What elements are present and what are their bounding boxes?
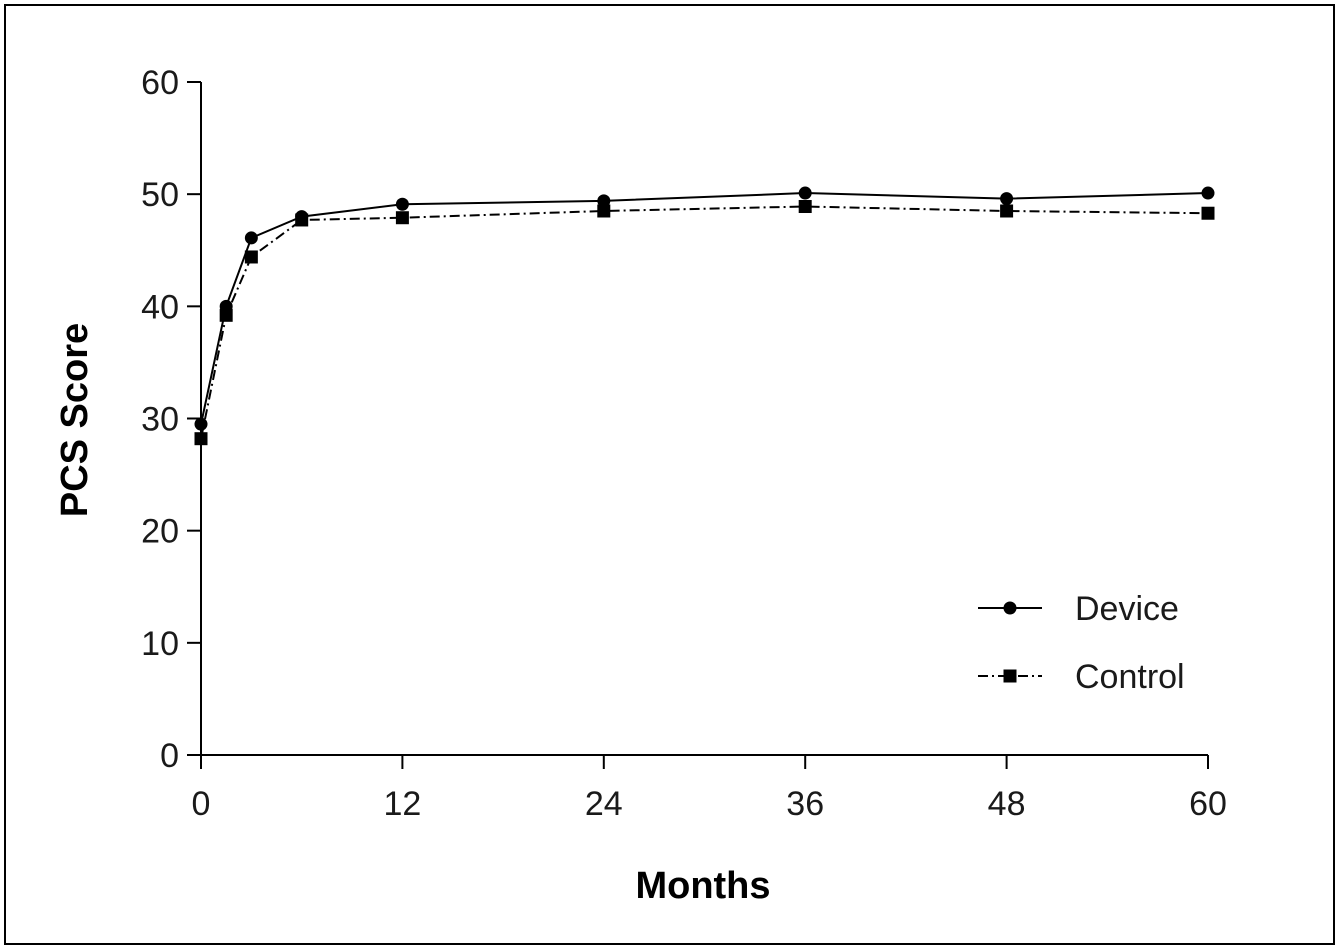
control-point [1000, 204, 1014, 218]
device-point [395, 197, 409, 211]
control-point [194, 432, 208, 446]
chart-frame [4, 4, 1335, 945]
y-tick-label: 50 [141, 176, 179, 214]
x-tick-label: 12 [383, 785, 421, 823]
control-point [798, 200, 812, 214]
y-tick-label: 40 [141, 288, 179, 326]
device-point [798, 186, 812, 200]
legend: Device Control [978, 590, 1185, 696]
x-tick-label: 24 [585, 785, 623, 823]
control-point [1201, 206, 1215, 220]
legend-marker-control [1003, 669, 1017, 683]
device-point [244, 231, 258, 245]
y-tick-label: 10 [141, 625, 179, 663]
y-axis-title: PCS Score [54, 323, 96, 517]
device-point [194, 417, 208, 431]
series-layer [194, 186, 1215, 446]
control-point [219, 308, 233, 322]
device-line [200, 192, 1209, 425]
x-tick-label: 36 [786, 785, 824, 823]
device-point [1201, 186, 1215, 200]
x-axis-title: Months [635, 865, 770, 907]
y-tick-label: 20 [141, 513, 179, 551]
device-series [194, 186, 1215, 431]
legend-label-device: Device [1075, 590, 1179, 628]
legend-item-device: Device [978, 590, 1179, 628]
x-tick-label: 60 [1189, 785, 1227, 823]
legend-item-control: Control [978, 658, 1185, 696]
control-line [200, 205, 1209, 439]
control-point [244, 250, 258, 264]
control-point [597, 204, 611, 218]
y-tick-label: 0 [160, 737, 179, 775]
y-tick-label: 60 [141, 64, 179, 102]
device-point [597, 194, 611, 208]
legend-label-control: Control [1075, 658, 1185, 696]
legend-marker-device [1003, 601, 1017, 615]
axes: 0 10 20 30 40 50 60 0 12 24 36 48 60 [141, 64, 1227, 823]
y-tick-label: 30 [141, 401, 179, 439]
control-point [295, 213, 309, 227]
x-tick-label: 48 [988, 785, 1026, 823]
control-point [395, 211, 409, 225]
x-tick-label: 0 [192, 785, 211, 823]
control-series [194, 200, 1215, 446]
device-point [1000, 192, 1014, 206]
